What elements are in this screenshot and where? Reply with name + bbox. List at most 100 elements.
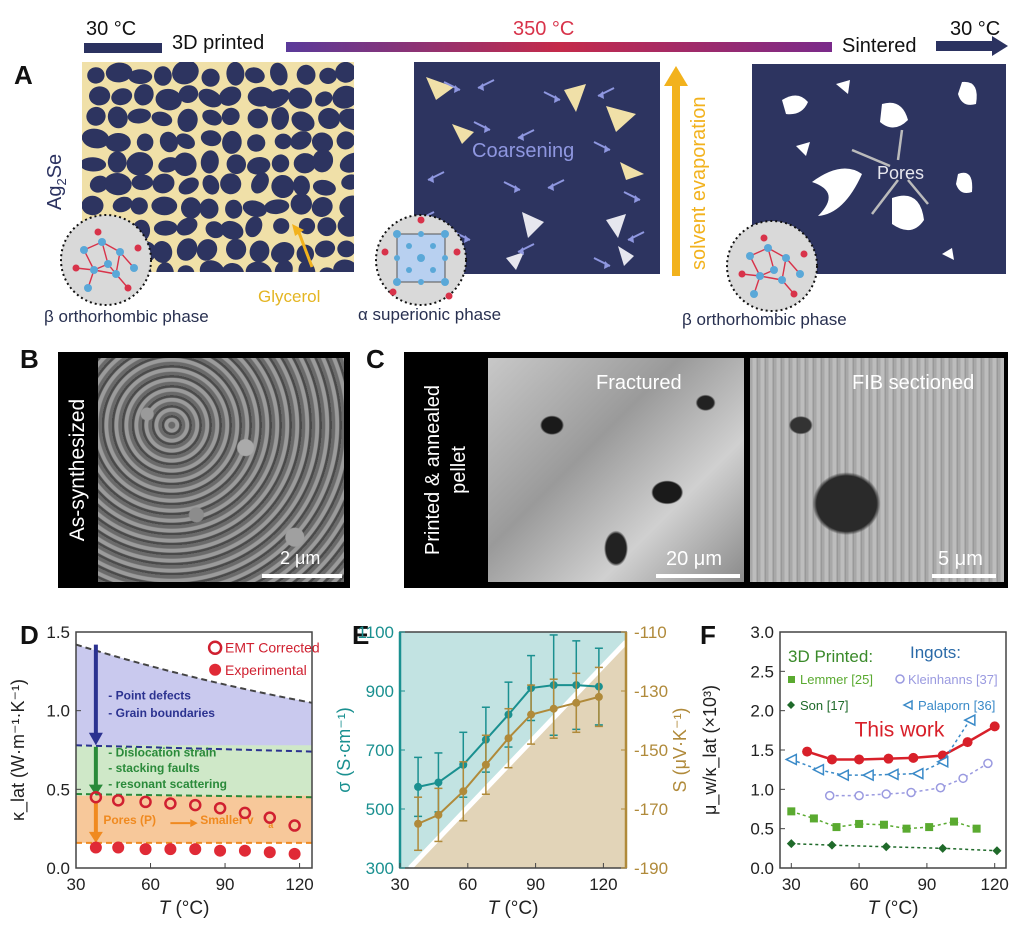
grain <box>134 84 154 106</box>
coarsening-arrowhead <box>554 95 560 103</box>
x-tick-label: 90 <box>526 875 545 894</box>
point-experimental <box>214 844 227 857</box>
annotation-grain-boundaries: - Grain boundaries <box>108 706 215 720</box>
coarsening-arrowhead <box>634 195 640 203</box>
legend-label-son: Son [17] <box>800 698 848 713</box>
point-experimental <box>112 841 125 854</box>
grain <box>200 150 219 174</box>
grain <box>103 172 132 196</box>
boundary-upper <box>75 643 313 704</box>
point-this-work <box>854 754 865 765</box>
scale-text-c2: 5 μm <box>938 548 983 570</box>
x-tick-label: 120 <box>589 875 617 894</box>
grain <box>225 199 243 219</box>
x-tick-label: 30 <box>391 875 410 894</box>
coarsening-arrowhead <box>484 125 490 133</box>
timeline-stage-printed: 3D printed <box>172 32 265 54</box>
grain <box>312 149 334 173</box>
panel-e-letter: E <box>352 620 370 650</box>
timeline-end-arrow <box>936 36 1008 56</box>
x-tick-label: 60 <box>141 875 160 894</box>
printed-annealed-label: Printed & annealed pellet <box>422 384 470 556</box>
x-tick-label: 30 <box>67 875 86 894</box>
point-sigma <box>434 778 443 787</box>
timeline-end-temp: 30 °C <box>950 18 1001 40</box>
grain <box>107 106 128 129</box>
grain <box>202 175 220 195</box>
point-palaporn <box>811 763 825 776</box>
point-lemmer <box>925 823 934 832</box>
y-tick-label-left: 700 <box>366 741 394 760</box>
grain <box>201 68 220 87</box>
grain <box>293 175 310 196</box>
grain <box>105 132 131 153</box>
legend-label-exp: Experimental <box>225 662 307 678</box>
grain <box>173 152 197 177</box>
grain <box>199 260 225 272</box>
y-tick-label-right: -130 <box>634 682 668 701</box>
grain <box>274 260 293 272</box>
grain <box>220 220 244 240</box>
point-emt-corrected <box>238 806 252 820</box>
y-tick-label: 1.0 <box>46 702 70 721</box>
point-lemmer <box>855 819 864 828</box>
point-son <box>992 846 1002 856</box>
timeline-bar-cool <box>84 43 162 53</box>
y-axis-label-left: σ (S·cm⁻¹) <box>334 707 354 793</box>
point-palaporn <box>963 713 976 727</box>
legend-label-lemmer: Lemmer [25] <box>800 672 873 687</box>
point-seebeck <box>527 710 536 719</box>
x-axis-label: T (°C) <box>159 898 210 919</box>
grain <box>247 134 266 152</box>
point-lemmer <box>950 817 959 826</box>
grain <box>337 215 354 237</box>
grain <box>341 174 354 190</box>
grain <box>291 111 315 132</box>
point-seebeck <box>414 819 423 828</box>
grain <box>247 156 271 175</box>
y-tick-label: 2.0 <box>750 702 774 721</box>
arrowhead-pores <box>88 831 103 843</box>
grain <box>311 132 334 153</box>
evaporation-arrow <box>664 66 688 276</box>
grain <box>128 69 153 85</box>
grain <box>226 62 245 86</box>
grain <box>335 62 354 83</box>
sem-fib <box>750 358 1004 582</box>
annotation-smaller-v-sub: a <box>268 820 274 830</box>
grain <box>126 152 154 176</box>
grain <box>178 85 199 103</box>
plot-frame-f <box>779 631 1007 869</box>
grain <box>158 157 179 173</box>
y-tick-label: 1.5 <box>46 623 70 642</box>
grain <box>153 66 172 86</box>
grain <box>86 106 106 126</box>
grain <box>199 198 219 219</box>
grain <box>152 241 173 263</box>
y-axis-label: μ_w/κ_lat (×10³) <box>700 685 721 815</box>
legend-label-kleinhanns: Kleinhanns [37] <box>908 672 998 687</box>
y-tick-label-right: -170 <box>634 800 668 819</box>
grain <box>249 240 270 263</box>
sem-as-synthesized: As-synthesized 2 μm <box>58 352 350 588</box>
legend-group-ingots: Ingots: <box>910 643 961 662</box>
legend-marker-emt <box>207 640 223 655</box>
grain <box>338 108 354 130</box>
point-lemmer <box>809 814 818 823</box>
legend-label-palaporn: Palaporn [36] <box>918 698 995 713</box>
grain <box>176 133 195 150</box>
y-tick-label: 0.0 <box>750 859 774 878</box>
chart-sigma-seebeck: 30 60 90 120 300 500 700 900 1100 -190 -170 -150 -13… <box>334 623 690 919</box>
evaporation-label: solvent evaporation <box>688 96 710 270</box>
fib-label: FIB sectioned <box>852 372 975 394</box>
coarsening-arrowhead <box>628 235 634 243</box>
point-emt-corrected <box>111 794 125 807</box>
grain <box>151 196 178 216</box>
grain <box>152 173 175 194</box>
grain <box>159 131 178 153</box>
point-seebeck <box>572 698 581 707</box>
coarsening-label: Coarsening <box>472 140 575 162</box>
point-seebeck <box>459 787 468 796</box>
region-dislocation <box>76 745 312 796</box>
grain <box>293 153 317 174</box>
